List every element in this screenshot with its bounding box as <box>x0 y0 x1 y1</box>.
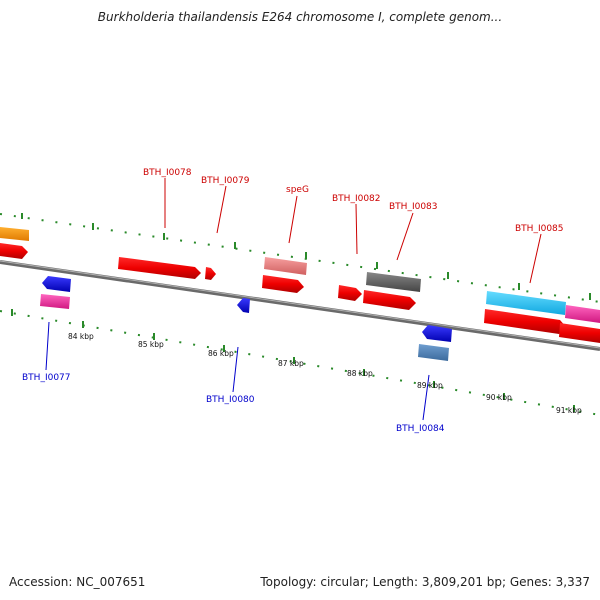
genome-backbone <box>0 260 600 351</box>
gene-arrow[interactable] <box>484 309 566 334</box>
gene-arrow[interactable] <box>366 272 421 292</box>
gene-arrow[interactable] <box>422 325 452 342</box>
label-leaders <box>45 178 542 421</box>
gene-arrow[interactable] <box>418 344 449 361</box>
gene-label: BTH_I0083 <box>389 202 438 212</box>
gene-arrow[interactable] <box>42 276 71 292</box>
gene-arrow[interactable] <box>486 291 566 315</box>
minus-strand-features <box>40 276 452 361</box>
scale-label: 86 kbp <box>208 349 234 358</box>
map-title: Burkholderia thailandensis E264 chromoso… <box>97 10 503 24</box>
gene-label: BTH_I0085 <box>515 224 564 234</box>
gene-arrow[interactable] <box>363 290 416 310</box>
gene-arrow[interactable] <box>0 227 29 241</box>
lower-major-ticks <box>11 309 575 412</box>
gene-arrow[interactable] <box>559 323 600 343</box>
gene-label: speG <box>286 185 309 195</box>
scale-label: 84 kbp <box>68 332 94 341</box>
gene-arrow[interactable] <box>262 275 304 293</box>
gene-label: BTH_I0079 <box>201 176 250 186</box>
gene-arrow[interactable] <box>40 294 70 309</box>
gene-arrow[interactable] <box>0 243 28 259</box>
gene-arrow[interactable] <box>205 267 216 280</box>
gene-labels: BTH_I0078 BTH_I0079 speG BTH_I0082 BTH_I… <box>22 168 564 434</box>
gene-arrow[interactable] <box>118 257 201 279</box>
gene-label: BTH_I0084 <box>396 424 445 434</box>
gene-label: BTH_I0080 <box>206 395 255 405</box>
gene-arrow[interactable] <box>264 257 307 275</box>
gene-arrow[interactable] <box>237 298 250 313</box>
accession-text: Accession: NC_007651 <box>9 575 146 589</box>
scale-label: 90 kbp <box>486 393 512 402</box>
topology-summary: Topology: circular; Length: 3,809,201 bp… <box>260 575 590 589</box>
scale-label: 91 kbp <box>556 406 582 415</box>
gene-label: BTH_I0082 <box>332 194 381 204</box>
scale-label: 88 kbp <box>347 369 373 378</box>
plus-strand-features <box>0 227 600 343</box>
upper-major-ticks <box>21 213 591 300</box>
gene-label: BTH_I0078 <box>143 168 192 178</box>
gene-label: BTH_I0077 <box>22 373 71 383</box>
scale-label: 89 kbp <box>417 381 443 390</box>
scale-label: 87 kbp <box>278 359 304 368</box>
upper-tick-track <box>0 213 600 303</box>
gene-arrow[interactable] <box>565 305 600 323</box>
scale-label: 85 kbp <box>138 340 164 349</box>
scale-labels: 84 kbp 85 kbp 86 kbp 87 kbp 88 kbp 89 kb… <box>68 332 582 415</box>
gene-arrow[interactable] <box>338 285 362 301</box>
